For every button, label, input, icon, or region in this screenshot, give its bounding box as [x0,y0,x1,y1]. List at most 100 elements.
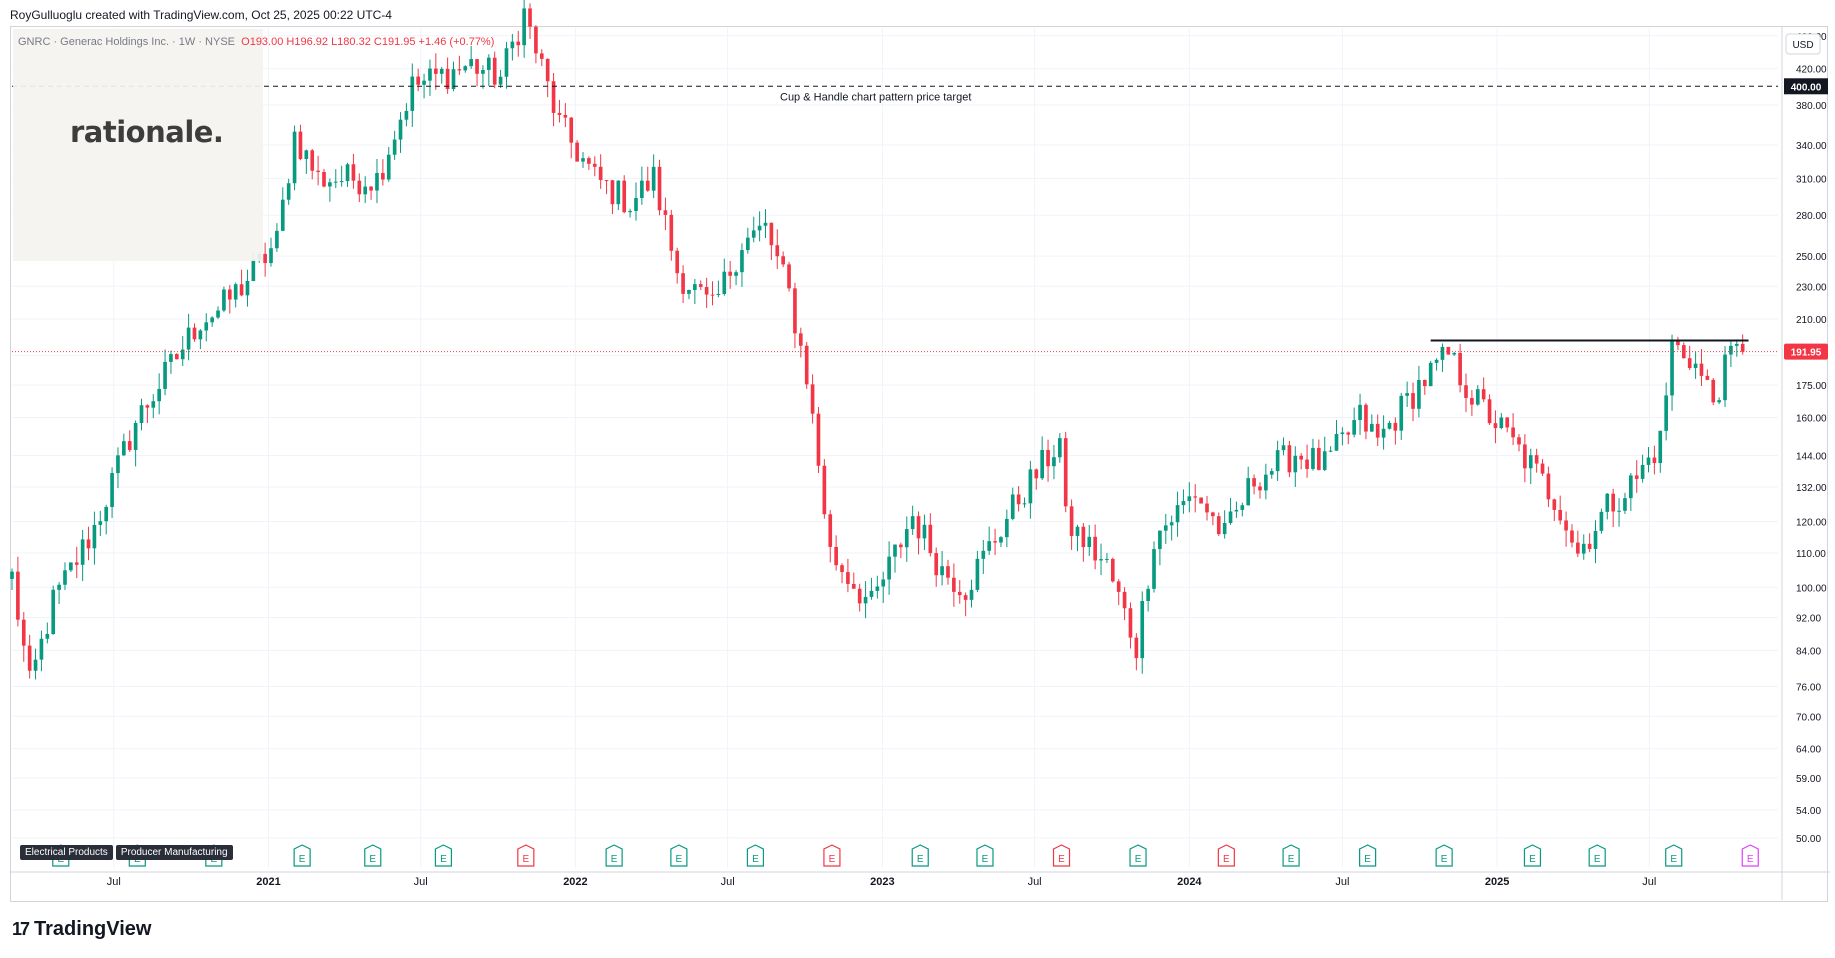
candle-body [1199,497,1203,504]
currency-label: USD [1792,40,1813,51]
candle-body [1381,428,1386,438]
candle-body [1352,420,1356,435]
candle-body [1670,341,1674,396]
sector-tag[interactable]: Electrical Products [20,845,113,860]
candle-body [916,516,921,539]
candle-body [504,48,509,77]
candle-body [1593,530,1598,549]
price-target-axis-tag: 400.00 [1791,82,1822,93]
candle-body [793,288,797,334]
earnings-marker [1217,844,1235,867]
chart-frame[interactable] [10,26,1828,902]
candle-body [1564,520,1568,531]
candle-body [1364,404,1368,432]
candle-body [1664,395,1668,431]
candle-body [539,53,544,59]
candle-body [993,541,997,543]
candle-body [475,59,479,74]
symbol-legend[interactable]: GNRC · Generac Holdings Inc. · 1W · NYSE… [18,36,494,48]
candle-body [333,181,338,183]
candle-body [1740,343,1745,352]
earnings-marker [1523,844,1542,867]
candle-body [734,272,738,276]
candle-body [1317,447,1321,470]
candle-body [698,284,703,287]
candle-body [1046,449,1050,467]
candle-body [1022,503,1027,505]
industry-tag[interactable]: Producer Manufacturing [115,845,233,860]
x-tick-label: 2021 [256,876,280,888]
candle-body [1369,423,1374,432]
earnings-marker [1052,844,1071,867]
y-tick-label: 70.00 [1796,712,1821,723]
candle-body [1452,353,1457,355]
candle-body [1116,581,1121,592]
candle-body [869,590,874,597]
candle-body [1481,389,1486,400]
candle-body [1411,393,1415,409]
candle-body [263,253,267,264]
earnings-marker-label: E [1747,854,1754,865]
candle-body [298,131,303,160]
candle-body [1252,478,1256,487]
candle-body [657,166,662,211]
y-tick-label: 100.00 [1796,583,1827,594]
candle-body [798,333,803,346]
x-tick-label: Jul [1028,876,1042,888]
candle-body [840,565,844,573]
candle-body [1475,389,1480,405]
candle-body [728,271,732,276]
candle-body [928,524,933,554]
candle-body [952,577,956,592]
earnings-marker-label: E [1441,854,1448,865]
candle-body [122,441,126,456]
tradingview-logo[interactable]: 17 TradingView [12,918,151,941]
earnings-marker [1588,844,1606,867]
candle-body [1687,358,1692,369]
candle-body [1152,549,1156,589]
candle-body [828,514,833,547]
candle-body [363,186,368,195]
candle-body [1175,505,1180,523]
candle-body [1611,493,1615,512]
candle-body [1205,503,1209,513]
legend-change: +1.46 (+0.77%) [418,36,495,48]
candle-body [398,119,403,140]
candle-body [1228,511,1233,524]
candle-body [92,524,97,549]
x-tick-label: Jul [414,876,428,888]
candle-body [1087,536,1092,548]
candle-body [893,544,897,557]
x-tick-label: 2023 [870,876,894,888]
candle-body [1187,496,1192,502]
candle-body [469,59,473,67]
candle-body [1517,437,1521,445]
price-target-axis-tag-bg [1784,78,1828,95]
earnings-marker [364,844,382,867]
candle-body [1629,475,1633,499]
candle-body [740,250,744,273]
candle-body [863,596,868,604]
candle-body [104,506,109,522]
candle-body [21,619,26,646]
candle-body [369,186,373,191]
y-tick-label: 380.00 [1796,101,1827,112]
candle-body [1523,444,1527,469]
earnings-marker-label: E [1529,854,1536,865]
candle-body [1140,601,1145,659]
candle-body [946,566,950,578]
legend-symbol: GNRC · Generac Holdings Inc. · 1W · NYSE [18,36,236,48]
candle-body [1546,473,1551,500]
earnings-marker-label: E [611,854,618,865]
candle-body [592,163,597,167]
candle-body [1458,353,1462,386]
candle-body [1122,591,1127,609]
candle-body [622,180,627,213]
candle-body [645,180,650,191]
candle-body [640,180,644,199]
candle-body [1134,637,1139,659]
currency-label-box [1785,33,1821,55]
candle-body [1729,345,1733,355]
earnings-marker-label: E [982,854,989,865]
